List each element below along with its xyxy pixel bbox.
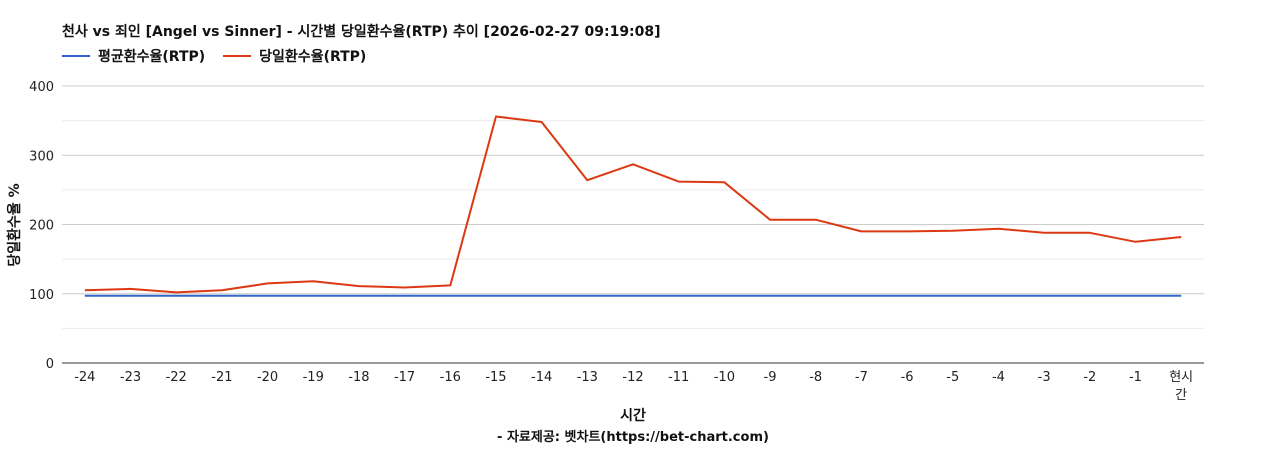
data-point-0[interactable] — [1088, 294, 1092, 298]
data-point-0[interactable] — [1042, 294, 1046, 298]
data-point-1[interactable] — [585, 178, 589, 182]
data-point-1[interactable] — [129, 287, 133, 291]
x-tick-label: -5 — [946, 370, 959, 385]
data-point-1[interactable] — [174, 290, 178, 294]
data-point-1[interactable] — [859, 229, 863, 233]
legend-label-daily: 당일환수율(RTP) — [259, 49, 367, 65]
x-tick-label: -23 — [120, 370, 141, 385]
data-point-0[interactable] — [859, 294, 863, 298]
x-tick-label: -21 — [211, 370, 232, 385]
x-tick-label: -19 — [303, 370, 324, 385]
data-point-1[interactable] — [448, 283, 452, 287]
data-point-1[interactable] — [951, 229, 955, 233]
data-point-0[interactable] — [266, 294, 270, 298]
legend-swatch-daily — [223, 55, 252, 57]
x-tick-label: -7 — [855, 370, 868, 385]
data-point-0[interactable] — [174, 294, 178, 298]
data-point-0[interactable] — [129, 294, 133, 298]
data-point-0[interactable] — [1179, 294, 1183, 298]
data-point-0[interactable] — [403, 294, 407, 298]
data-point-0[interactable] — [1133, 294, 1137, 298]
x-tick-label: -2 — [1083, 370, 1096, 385]
data-point-0[interactable] — [311, 294, 315, 298]
series-line-1[interactable] — [84, 115, 1182, 294]
data-point-0[interactable] — [220, 294, 224, 298]
data-point-0[interactable] — [83, 294, 87, 298]
x-tick-label: -4 — [992, 370, 1005, 385]
x-tick-label: -13 — [577, 370, 598, 385]
x-tick-label: -12 — [622, 370, 643, 385]
data-point-0[interactable] — [494, 294, 498, 298]
data-point-1[interactable] — [1042, 231, 1046, 235]
x-tick-label: -8 — [809, 370, 822, 385]
data-point-0[interactable] — [448, 294, 452, 298]
x-tick-label: -16 — [440, 370, 461, 385]
data-point-1[interactable] — [266, 281, 270, 285]
data-point-1[interactable] — [905, 229, 909, 233]
data-credit: - 자료제공: 벳차트(https://bet-chart.com) — [497, 429, 769, 445]
data-point-1[interactable] — [631, 162, 635, 166]
x-tick-label: 현시 간 — [1169, 370, 1193, 403]
data-point-1[interactable] — [722, 180, 726, 184]
data-point-1[interactable] — [540, 120, 544, 124]
data-point-1[interactable] — [677, 180, 681, 184]
gridlines — [62, 85, 1204, 329]
data-point-0[interactable] — [722, 294, 726, 298]
legend-item-average[interactable]: 평균환수율(RTP) — [62, 46, 205, 66]
data-point-1[interactable] — [1088, 231, 1092, 235]
data-point-0[interactable] — [585, 294, 589, 298]
x-tick-label: -17 — [394, 370, 415, 385]
x-tick-label: -9 — [764, 370, 777, 385]
data-point-0[interactable] — [814, 294, 818, 298]
x-tick-label: -10 — [714, 370, 735, 385]
x-tick-label: -1 — [1129, 370, 1142, 385]
x-tick-label: -6 — [901, 370, 914, 385]
y-tick-label: 300 — [29, 149, 54, 164]
y-tick-label: 200 — [29, 219, 54, 234]
y-axis-title: 당일환수율 % — [6, 183, 23, 266]
data-point-0[interactable] — [677, 294, 681, 298]
x-tick-label: -18 — [348, 370, 369, 385]
y-tick-labels: 0 100 200 300 400 — [29, 80, 54, 372]
data-point-1[interactable] — [768, 218, 772, 222]
x-tick-label: -24 — [74, 370, 95, 385]
x-tick-label: -22 — [166, 370, 187, 385]
x-tick-label: -20 — [257, 370, 278, 385]
data-point-1[interactable] — [1179, 235, 1183, 239]
x-tick-label: -3 — [1038, 370, 1051, 385]
data-point-1[interactable] — [814, 218, 818, 222]
legend-item-daily[interactable]: 당일환수율(RTP) — [223, 46, 366, 66]
x-tick-label: -14 — [531, 370, 552, 385]
y-tick-label: 0 — [46, 357, 54, 372]
data-point-0[interactable] — [905, 294, 909, 298]
data-point-0[interactable] — [768, 294, 772, 298]
data-point-1[interactable] — [996, 227, 1000, 231]
data-point-1[interactable] — [83, 288, 87, 292]
y-tick-label: 400 — [29, 80, 54, 95]
x-axis-title: 시간 — [620, 407, 646, 424]
data-point-1[interactable] — [494, 114, 498, 118]
data-point-0[interactable] — [631, 294, 635, 298]
x-tick-label: -15 — [485, 370, 506, 385]
data-point-1[interactable] — [1133, 240, 1137, 244]
x-tick-labels: -24 -23 -22 -21 -20 -19 -18 -17 -16 -15 -14 -13 -12 -… — [74, 370, 1193, 403]
data-point-0[interactable] — [951, 294, 955, 298]
y-tick-label: 100 — [29, 288, 54, 303]
data-point-0[interactable] — [357, 294, 361, 298]
data-point-1[interactable] — [403, 286, 407, 290]
series-lines — [83, 114, 1183, 298]
data-point-0[interactable] — [540, 294, 544, 298]
data-point-1[interactable] — [357, 284, 361, 288]
data-point-1[interactable] — [311, 279, 315, 283]
legend: 평균환수율(RTP) 당일환수율(RTP) — [62, 46, 384, 66]
legend-label-average: 평균환수율(RTP) — [98, 49, 206, 65]
data-point-1[interactable] — [220, 288, 224, 292]
legend-swatch-average — [62, 55, 90, 57]
chart-title: 천사 vs 죄인 [Angel vs Sinner] - 시간별 당일환수율(R… — [62, 24, 661, 40]
x-tick-label: -11 — [668, 370, 689, 385]
data-point-0[interactable] — [996, 294, 1000, 298]
